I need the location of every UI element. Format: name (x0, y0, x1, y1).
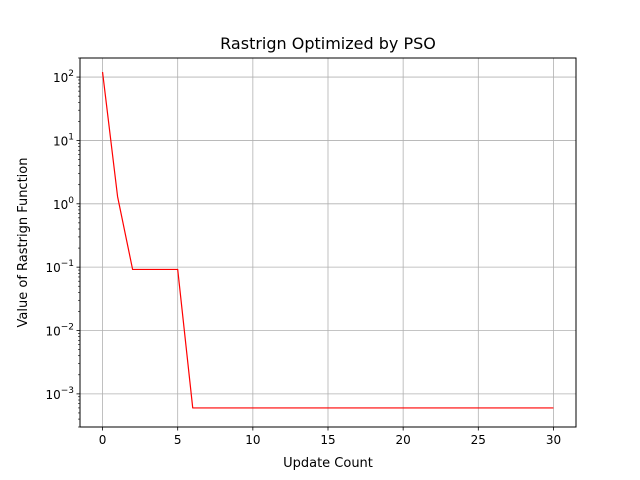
x-tick-label: 0 (99, 433, 107, 447)
x-tick-label: 10 (245, 433, 260, 447)
x-tick-label: 20 (396, 433, 411, 447)
x-tick-label: 25 (471, 433, 486, 447)
tick-layer: 0 5 10 15 20 25 30 10−3 10−2 10−1 100 101 102 (45, 57, 561, 447)
x-axis-title: Update Count (283, 456, 373, 471)
chart-title: Rastrign Optimized by PSO (220, 34, 436, 53)
x-tick-label: 5 (174, 433, 182, 447)
x-tick-label: 15 (320, 433, 335, 447)
y-tick-label: 10−2 (45, 323, 74, 339)
y-tick-label: 101 (53, 132, 74, 148)
y-axis-title: Value of Rastrign Function (16, 158, 31, 328)
y-tick-label: 102 (53, 69, 74, 85)
series-line (101, 71, 554, 409)
y-tick-label: 100 (53, 196, 74, 212)
x-tick-label: 30 (546, 433, 561, 447)
y-tick-label: 10−3 (45, 386, 74, 402)
y-tick-label: 10−1 (45, 259, 74, 275)
grid-layer (80, 58, 576, 427)
series-layer (101, 71, 554, 409)
